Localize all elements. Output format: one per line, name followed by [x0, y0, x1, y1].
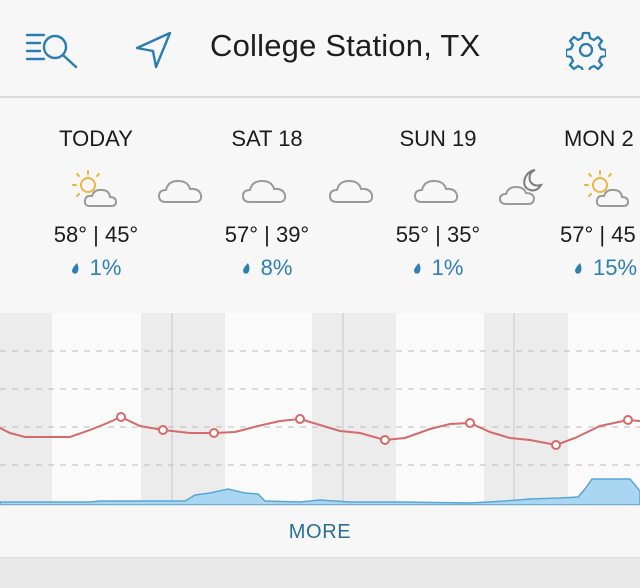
- grid-lines: [0, 350, 640, 466]
- temp-point: [465, 418, 475, 428]
- hourly-graph[interactable]: [0, 313, 640, 505]
- cloudy-moon-icon: [498, 169, 544, 205]
- precip-area: [0, 478, 640, 505]
- cloudy-night-icon: [328, 179, 374, 203]
- temp-point: [551, 440, 561, 450]
- cloudy-icon: [241, 179, 287, 203]
- raindrop-icon: [71, 263, 79, 274]
- cloudy-icon: [413, 179, 459, 203]
- day-name: MON 2: [564, 126, 634, 151]
- day-precip: 15%: [574, 255, 637, 281]
- night-shading: [0, 313, 568, 505]
- day-name: TODAY: [59, 126, 133, 151]
- temp-point: [209, 428, 219, 438]
- day-temps: 58° | 45°: [53, 222, 139, 247]
- top-bar: College Station, TX: [0, 0, 640, 98]
- day-temps: 57° | 45: [560, 222, 636, 247]
- day-precip: 1%: [11, 255, 181, 281]
- raindrop-icon: [413, 263, 421, 274]
- location-arrow-icon[interactable]: [134, 30, 174, 70]
- more-button[interactable]: MORE: [0, 505, 640, 558]
- day-precip: 8%: [182, 255, 352, 281]
- temperature-line: [0, 415, 640, 447]
- cloudy-night-icon: [157, 179, 203, 203]
- day-name: SUN 19: [399, 126, 477, 151]
- search-list-icon[interactable]: [24, 30, 80, 70]
- temperature-points: [116, 412, 633, 450]
- day-name: SAT 18: [231, 126, 303, 151]
- daily-forecast: TODAY 58° | 45° 1% SAT 18 57° | 39° 8% S…: [0, 98, 640, 314]
- temp-point: [623, 415, 633, 425]
- partly-sunny-icon: [72, 170, 118, 207]
- day-dividers: [171, 313, 515, 505]
- temp-point: [158, 425, 168, 435]
- day-temps: 57° | 39°: [224, 222, 310, 247]
- day-temps: 55° | 35°: [395, 222, 481, 247]
- temp-point: [295, 414, 305, 424]
- raindrop-icon: [242, 263, 250, 274]
- day-precip: 1%: [353, 255, 523, 281]
- temp-point: [380, 435, 390, 445]
- bottom-strip: [0, 557, 640, 588]
- location-title[interactable]: College Station, TX: [210, 28, 481, 63]
- settings-gear-icon[interactable]: [566, 30, 606, 70]
- raindrop-icon: [575, 263, 582, 274]
- temp-point: [116, 412, 126, 422]
- partly-sunny-icon: [584, 170, 630, 207]
